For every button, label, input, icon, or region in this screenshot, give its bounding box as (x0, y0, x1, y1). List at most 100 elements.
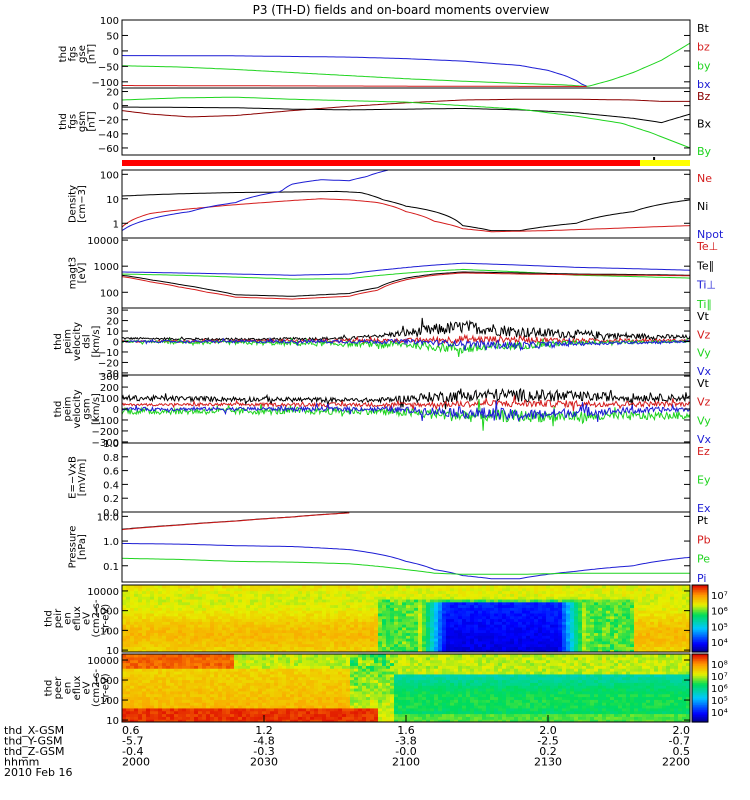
series-fgs-gsm-Bz (122, 98, 690, 118)
legend-entry-Pt: Pt (697, 514, 709, 527)
y-tick-label: 10.0 (97, 512, 119, 523)
legend-entry-Vt: Vt (697, 377, 710, 390)
ephemeris-value: -0.7 (669, 735, 690, 748)
colorbar-frame (691, 584, 709, 653)
legend-entry-Vx: Vx (697, 365, 712, 378)
y-tick-label: 20 (106, 88, 119, 99)
legend-entry-Ni: Ni (697, 200, 708, 213)
ephemeris-value: -0.0 (395, 745, 416, 758)
y-axis-label: gsm (82, 398, 93, 419)
legend-entry-Vy: Vy (697, 347, 711, 360)
y-tick-label: 1 (113, 219, 119, 230)
y-tick-label: 0.1 (103, 562, 119, 573)
y-tick-label: 10 (106, 327, 119, 338)
ephemeris-value: 0.2 (539, 745, 557, 758)
ephemeris-value: -4.8 (253, 735, 274, 748)
ephemeris-value: 2200 (662, 756, 690, 769)
y-axis-label: fgs (67, 46, 78, 61)
legend-entry-Vy: Vy (697, 414, 711, 427)
ephemeris-value: -2.5 (537, 735, 558, 748)
y-axis-label: [km/s] (91, 393, 102, 425)
pressure-series-group (122, 512, 690, 580)
y-tick-label: −20 (98, 116, 119, 127)
y-tick-label: −40 (98, 130, 119, 141)
y-axis-label: peer (53, 676, 64, 700)
legend-entry-Bx: Bx (697, 118, 712, 131)
ephemeris-value: 2030 (250, 756, 278, 769)
legend-entry-Vz: Vz (697, 328, 711, 341)
y-tick-label: 0.2 (103, 494, 119, 505)
y-axis-label: (cm2-s- (91, 669, 102, 707)
legend-entry-Pe: Pe (697, 553, 710, 566)
y-tick-label: 0 (113, 102, 119, 113)
ion-spectrogram-image (122, 585, 690, 652)
legend-entry-Ne: Ne (697, 172, 712, 185)
y-tick-label: 0 (113, 338, 119, 349)
y-tick-label: 10000 (87, 587, 119, 598)
series-density-Ni (122, 190, 690, 232)
y-tick-label: 100 (100, 16, 119, 27)
y-axis-label: [mV/m] (77, 459, 88, 497)
y-tick-label: 20 (106, 317, 119, 328)
legend-entry-By: By (697, 145, 712, 158)
colorbar-tick-label: 10⁵ (711, 622, 728, 633)
y-tick-label: 10 (106, 716, 119, 727)
series-perm-velocity-dsl-Vx (122, 337, 690, 352)
y-axis-label: thd (44, 680, 55, 697)
legend-entry-Ti∥: Ti∥ (696, 298, 712, 311)
y-axis-label: thd (53, 401, 64, 418)
legend-entry-Vx: Vx (697, 433, 712, 446)
y-tick-label: 1.0 (103, 537, 119, 548)
panels-group: 100500−50−100thdfgsgse[nT]Btbzbybx200−20… (44, 16, 728, 727)
series-density-Ne (122, 198, 690, 233)
legend-entry-Vz: Vz (697, 396, 711, 409)
y-axis-label: (cm2-s- (91, 599, 102, 637)
y-axis-label: velocity (72, 389, 83, 428)
ephemeris-value: 2000 (122, 756, 150, 769)
ephemeris-value: 2100 (392, 756, 420, 769)
colorbar-tick-label: 10⁴ (711, 638, 728, 649)
y-tick-label: 1000 (94, 262, 119, 273)
legend-entry-by: by (697, 59, 711, 72)
y-tick-label: −300 (92, 438, 119, 449)
fgs-gsm-frame (121, 87, 691, 156)
perm-velocity-gsm-series-group (122, 387, 690, 431)
ephemeris-value: -0.4 (122, 745, 143, 758)
colorbar-tick-label: 10⁶ (711, 607, 728, 618)
perm-velocity-dsl-series-group (122, 317, 690, 357)
ion-colorbar (692, 585, 708, 653)
fgs-gse-series-group (122, 42, 690, 87)
legend-entry-Pb: Pb (697, 533, 711, 546)
y-tick-label: 0.0 (103, 508, 119, 519)
ephemeris-value: -5.7 (122, 735, 143, 748)
fgs-gsm-series-group (122, 96, 690, 149)
y-axis-label: peim (63, 329, 74, 354)
y-tick-label: −100 (92, 78, 119, 89)
y-tick-label: 0.8 (103, 453, 119, 464)
y-axis-label: [nT] (86, 111, 97, 131)
y-tick-label: 10 (106, 195, 119, 206)
y-tick-label: 10000 (87, 656, 119, 667)
y-axis-label: thd (53, 333, 64, 350)
legend-entry-Te⊥: Te⊥ (696, 240, 718, 253)
y-axis-label: thd (58, 46, 69, 63)
ephemeris-label-thd_Z-GSM: thd_Z-GSM (4, 745, 64, 758)
y-axis-label: dsl (82, 334, 93, 348)
ephemeris-value: 2.0 (673, 724, 691, 737)
plot-title: P3 (TH-D) fields and on-board moments ov… (253, 3, 550, 17)
series-perm-velocity-gsm-Vt (122, 387, 690, 410)
y-tick-label: −200 (92, 427, 119, 438)
y-tick-label: 100 (100, 394, 119, 405)
y-axis-label: Density (67, 185, 78, 223)
y-tick-label: 100 (100, 696, 119, 707)
mode-bar-segment-1 (640, 160, 690, 166)
series-perm-velocity-dsl-Vz (122, 333, 690, 348)
y-tick-label: 0 (113, 405, 119, 416)
colorbar-tick-label: 10⁵ (711, 696, 728, 707)
y-axis-label: magt3 (67, 257, 78, 290)
series-pressure-Pb (122, 512, 350, 531)
series-density-Npot (122, 170, 389, 232)
ephemeris-label-thd_Y-GSM: thd_Y-GSM (4, 735, 63, 748)
ephemeris-value: 2130 (534, 756, 562, 769)
y-tick-label: 200 (100, 383, 119, 394)
